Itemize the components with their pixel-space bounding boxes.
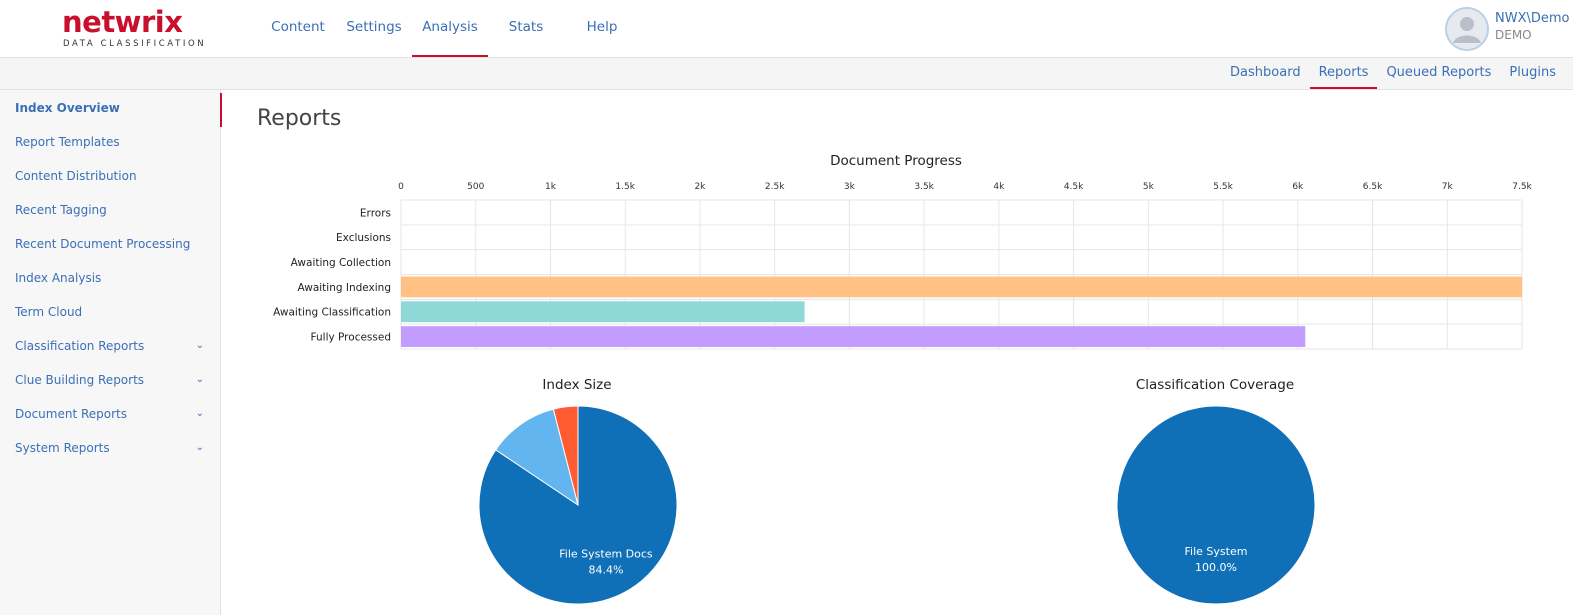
y-category-label: Fully Processed — [311, 332, 391, 344]
sidebar: Index Overview Report Templates Content … — [0, 90, 222, 615]
y-category-label: Awaiting Collection — [291, 257, 391, 269]
sidebar-item-label: System Reports — [15, 441, 110, 455]
x-tick-label: 3k — [844, 182, 856, 192]
sidebar-item-label: Content Distribution — [15, 169, 137, 183]
sidebar-item-clue-building-reports[interactable]: Clue Building Reports ⌄ — [0, 365, 221, 395]
x-tick-label: 5k — [1143, 182, 1155, 192]
x-tick-label: 7k — [1442, 182, 1454, 192]
y-category-label: Exclusions — [336, 232, 391, 244]
chevron-down-icon[interactable]: ⌄ — [195, 442, 204, 453]
bar-awaiting-classification[interactable] — [401, 301, 805, 323]
chevron-down-icon[interactable]: ⌄ — [195, 340, 204, 351]
x-tick-label: 2.5k — [765, 182, 785, 192]
x-tick-label: 500 — [467, 182, 484, 192]
x-tick-label: 4.5k — [1064, 182, 1084, 192]
y-category-label: Errors — [360, 207, 391, 219]
pie-slice-value: 84.4% — [588, 563, 623, 576]
user-avatar-icon — [1445, 7, 1489, 51]
sidebar-item-term-cloud[interactable]: Term Cloud — [0, 297, 221, 327]
logo-subtitle: DATA CLASSIFICATION — [63, 39, 207, 49]
x-tick-label: 4k — [993, 182, 1005, 192]
user-domain: DEMO — [1495, 28, 1532, 42]
pie-slice-file-system[interactable] — [1116, 405, 1316, 605]
x-tick-label: 6k — [1292, 182, 1304, 192]
sidebar-item-label: Document Reports — [15, 407, 128, 421]
sub-nav: Dashboard Reports Queued Reports Plugins — [1221, 58, 1565, 90]
nav-stats[interactable]: Stats — [508, 19, 544, 35]
netwrix-logo[interactable]: netwrix DATA CLASSIFICATION — [62, 6, 212, 52]
main-nav: Content Settings Analysis Stats Help — [256, 0, 640, 58]
sidebar-item-label: Classification Reports — [15, 339, 145, 353]
sidebar-item-recent-document-processing[interactable]: Recent Document Processing — [0, 229, 221, 259]
logo-wordmark: netwrix — [62, 5, 183, 39]
y-category-label: Awaiting Classification — [273, 307, 391, 319]
x-tick-label: 1k — [545, 182, 557, 192]
sidebar-item-label: Clue Building Reports — [15, 373, 145, 387]
sidebar-item-document-reports[interactable]: Document Reports ⌄ — [0, 399, 221, 429]
sidebar-item-label: Recent Tagging — [15, 203, 107, 217]
x-tick-label: 1.5k — [615, 182, 635, 192]
sidebar-item-label: Recent Document Processing — [15, 237, 191, 251]
document-progress-chart: 0 500 1k 1.5k 2k 2.5k 3k 3.5k 4k 4.5k 5k 5.5k 6k 6.5k… — [273, 182, 1533, 350]
pie-slice-other[interactable] — [552, 405, 579, 506]
sidebar-item-classification-reports[interactable]: Classification Reports ⌄ — [0, 331, 221, 361]
index-size-title: Index Size — [542, 377, 612, 393]
page-title: Reports — [257, 106, 342, 131]
x-tick-label: 6.5k — [1363, 182, 1383, 192]
pie-slice-label: File System Docs — [559, 547, 653, 560]
x-tick-label: 2k — [694, 182, 706, 192]
pie-slice-other[interactable] — [495, 408, 579, 507]
sidebar-item-content-distribution[interactable]: Content Distribution — [0, 161, 221, 191]
pie-slice-value: 100.0% — [1195, 561, 1237, 574]
sidebar-item-system-reports[interactable]: System Reports ⌄ — [0, 433, 221, 463]
user-name: NWX\Demo — [1495, 11, 1570, 26]
nav-settings[interactable]: Settings — [346, 19, 402, 35]
bar-fully-processed[interactable] — [401, 326, 1306, 347]
document-progress-title: Document Progress — [830, 153, 962, 169]
sidebar-item-index-overview[interactable]: Index Overview — [0, 93, 222, 127]
x-tick-label: 7.5k — [1512, 182, 1532, 192]
chevron-down-icon[interactable]: ⌄ — [195, 408, 204, 419]
bar-awaiting-indexing[interactable] — [401, 276, 1522, 298]
sidebar-item-label: Index Analysis — [15, 271, 102, 285]
sidebar-item-index-analysis[interactable]: Index Analysis — [0, 263, 221, 293]
index-size-pie-chart: File System Docs 84.4% — [478, 405, 678, 605]
subnav-reports[interactable]: Reports — [1309, 58, 1378, 89]
subnav-queued-reports[interactable]: Queued Reports — [1386, 65, 1492, 80]
pie-slice-label: File System — [1185, 545, 1248, 558]
nav-analysis[interactable]: Analysis — [412, 0, 488, 57]
user-menu[interactable]: NWX\Demo DEMO — [1445, 4, 1571, 52]
chevron-down-icon[interactable]: ⌄ — [195, 374, 204, 385]
x-tick-label: 3.5k — [914, 182, 934, 192]
x-tick-label: 5.5k — [1213, 182, 1233, 192]
sidebar-item-recent-tagging[interactable]: Recent Tagging — [0, 195, 221, 225]
nav-help[interactable]: Help — [586, 19, 618, 35]
classification-coverage-title: Classification Coverage — [1135, 377, 1295, 393]
sidebar-item-report-templates[interactable]: Report Templates — [0, 127, 221, 157]
top-bar: netwrix DATA CLASSIFICATION Content Sett… — [0, 0, 1573, 58]
sub-nav-bar: Dashboard Reports Queued Reports Plugins — [0, 58, 1573, 90]
subnav-plugins[interactable]: Plugins — [1509, 65, 1556, 80]
sidebar-item-label: Term Cloud — [15, 305, 83, 319]
y-category-label: Awaiting Indexing — [297, 282, 391, 294]
subnav-dashboard[interactable]: Dashboard — [1230, 65, 1301, 80]
x-tick-label: 0 — [398, 182, 404, 192]
nav-content[interactable]: Content — [271, 19, 325, 35]
sidebar-item-label: Report Templates — [15, 135, 120, 149]
sidebar-item-label: Index Overview — [15, 101, 120, 115]
classification-coverage-pie-chart: File System 100.0% — [1116, 405, 1316, 605]
